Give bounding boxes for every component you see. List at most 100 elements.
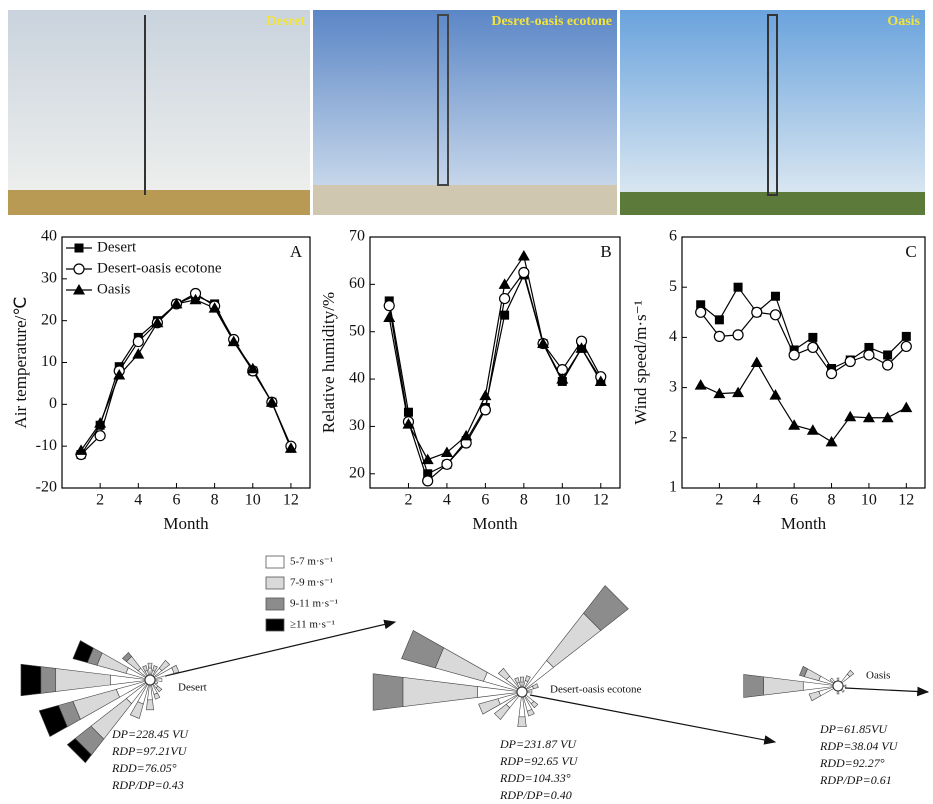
marker bbox=[808, 332, 818, 342]
rose-segment bbox=[493, 703, 511, 721]
rose-segment bbox=[38, 705, 68, 738]
tower bbox=[437, 14, 449, 186]
rose-segment bbox=[530, 700, 539, 709]
arrow bbox=[164, 619, 397, 677]
series-line bbox=[80, 299, 292, 451]
y-tick-label: -10 bbox=[36, 437, 57, 454]
marker bbox=[769, 309, 782, 321]
legend-label: 5-7 m·s⁻¹ bbox=[290, 556, 333, 568]
arrow bbox=[529, 694, 777, 745]
photo-label: Desret bbox=[266, 14, 305, 29]
y-tick-label: 1 bbox=[669, 479, 677, 496]
rose-stat: RDP/DP=0.40 bbox=[499, 788, 572, 802]
panel-label: B bbox=[600, 242, 611, 261]
rose-segment bbox=[55, 668, 111, 692]
rose-stat: DP=231.87 VU bbox=[499, 737, 577, 751]
rose-segment bbox=[517, 716, 527, 728]
series-line bbox=[388, 271, 602, 482]
x-tick-label: 6 bbox=[481, 492, 489, 509]
tower bbox=[767, 14, 778, 196]
marker bbox=[825, 435, 838, 447]
y-axis-label: Air temperature/℃ bbox=[11, 297, 30, 429]
marker bbox=[423, 469, 433, 479]
y-tick-label: -20 bbox=[36, 479, 57, 496]
marker bbox=[751, 306, 763, 318]
y-tick-label: 70 bbox=[349, 228, 365, 245]
marker bbox=[383, 311, 396, 323]
marker bbox=[383, 300, 395, 312]
rose-segment bbox=[129, 701, 144, 719]
y-tick-label: 40 bbox=[349, 370, 365, 387]
marker bbox=[844, 355, 856, 368]
marker bbox=[75, 444, 88, 455]
y-tick-label: 50 bbox=[349, 322, 365, 339]
rose-segment bbox=[524, 675, 531, 682]
rose-stat: RDD=104.33° bbox=[499, 771, 571, 785]
y-tick-label: 3 bbox=[669, 378, 677, 395]
marker bbox=[556, 373, 569, 384]
rose-center bbox=[516, 686, 528, 698]
x-tick-label: 6 bbox=[790, 492, 798, 509]
rose-segment bbox=[402, 677, 478, 707]
legend-swatch bbox=[265, 555, 285, 569]
marker bbox=[750, 356, 763, 367]
marker bbox=[733, 282, 743, 292]
arrow bbox=[844, 686, 930, 697]
legend-label: ≥11 m·s⁻¹ bbox=[290, 619, 335, 631]
y-tick-label: 4 bbox=[669, 328, 677, 345]
y-axis-label: Wind speed/m·s⁻¹ bbox=[631, 300, 650, 424]
marker bbox=[900, 340, 912, 353]
marker bbox=[518, 266, 530, 279]
legend-swatch bbox=[265, 576, 285, 590]
x-tick-label: 4 bbox=[753, 492, 761, 509]
rose-segment bbox=[526, 709, 535, 717]
y-tick-label: 2 bbox=[669, 428, 677, 445]
x-axis-label: Month bbox=[781, 514, 827, 533]
photo-oasis bbox=[620, 10, 925, 215]
legend-label: 9-11 m·s⁻¹ bbox=[290, 598, 338, 610]
rose-segment bbox=[149, 678, 163, 682]
x-tick-label: 8 bbox=[828, 492, 836, 509]
rose-segment bbox=[147, 662, 153, 669]
marker bbox=[517, 249, 530, 261]
series-line bbox=[388, 273, 602, 475]
marker bbox=[500, 310, 510, 320]
rose-segment bbox=[434, 647, 488, 682]
y-tick-label: 20 bbox=[41, 311, 57, 328]
rose-segment bbox=[372, 673, 404, 711]
marker bbox=[170, 297, 183, 309]
rose-segment bbox=[121, 651, 132, 662]
marker bbox=[575, 342, 588, 353]
series-line bbox=[700, 361, 907, 443]
marker bbox=[770, 291, 780, 301]
legend-marker bbox=[73, 263, 85, 275]
rose-label: Oasis bbox=[866, 670, 890, 682]
photo-ecotone bbox=[313, 10, 617, 215]
rose-segment bbox=[155, 685, 163, 693]
plot-frame bbox=[681, 236, 926, 489]
rose-segment bbox=[66, 738, 92, 764]
rose-stat: RDP=38.04 VU bbox=[819, 739, 899, 753]
rose-stat: RDP=97.21VU bbox=[111, 744, 188, 758]
photo-label: Desret-oasis ecotone bbox=[491, 14, 612, 29]
rose-segment bbox=[158, 659, 171, 672]
marker bbox=[882, 359, 894, 371]
marker bbox=[883, 350, 893, 360]
marker bbox=[844, 410, 857, 422]
series-line bbox=[700, 286, 907, 370]
marker bbox=[227, 335, 240, 347]
photo-ground bbox=[620, 192, 925, 215]
marker bbox=[537, 337, 550, 349]
plot-frame bbox=[369, 236, 621, 489]
rose-segment bbox=[146, 699, 154, 711]
legend-label: 7-9 m·s⁻¹ bbox=[290, 577, 333, 589]
legend-label: Oasis bbox=[97, 281, 130, 297]
rose-stat: RDD=76.05° bbox=[111, 761, 177, 775]
marker bbox=[246, 362, 259, 374]
marker bbox=[499, 292, 511, 305]
legend-swatch bbox=[265, 618, 285, 632]
legend-label: Desert bbox=[97, 239, 137, 255]
marker bbox=[440, 446, 453, 457]
rose-center bbox=[144, 674, 156, 686]
marker bbox=[403, 407, 413, 417]
